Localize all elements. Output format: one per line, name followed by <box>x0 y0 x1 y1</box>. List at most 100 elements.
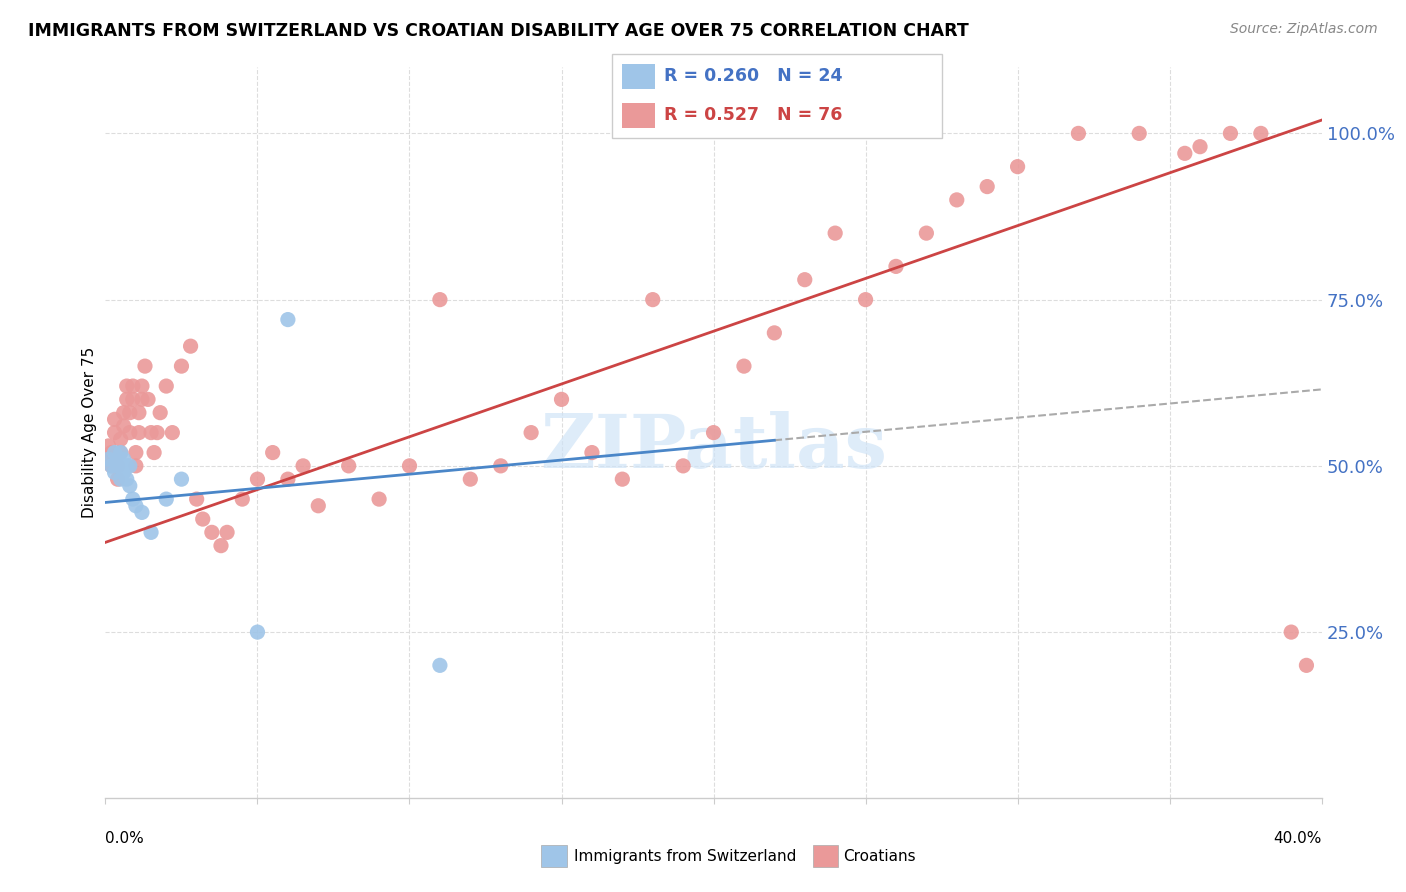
Point <box>612 472 634 486</box>
Point <box>103 412 125 426</box>
Point <box>110 458 132 473</box>
Point <box>112 419 135 434</box>
Point <box>793 273 815 287</box>
Point <box>201 525 224 540</box>
Point <box>1295 658 1317 673</box>
Point <box>110 432 132 446</box>
Point <box>131 392 153 407</box>
Point <box>824 226 846 240</box>
Point <box>136 392 159 407</box>
Text: 40.0%: 40.0% <box>1274 831 1322 847</box>
Point <box>641 293 664 307</box>
Point <box>131 379 153 393</box>
Text: R = 0.527   N = 76: R = 0.527 N = 76 <box>665 106 842 124</box>
Point <box>429 293 451 307</box>
Point <box>110 472 132 486</box>
Point <box>97 439 120 453</box>
Point <box>915 226 938 240</box>
Point <box>97 452 120 467</box>
Point <box>262 445 284 459</box>
Point <box>125 499 148 513</box>
Point <box>277 312 299 326</box>
Point <box>733 359 755 373</box>
Point <box>107 472 129 486</box>
Text: R = 0.260   N = 24: R = 0.260 N = 24 <box>665 68 844 86</box>
Point <box>1174 146 1197 161</box>
Point <box>170 359 193 373</box>
Point <box>1250 127 1272 141</box>
Point <box>246 472 269 486</box>
Point <box>118 425 141 440</box>
Point <box>702 425 725 440</box>
Point <box>107 452 129 467</box>
Point <box>121 492 143 507</box>
Point <box>115 392 138 407</box>
Point <box>110 445 132 459</box>
Point <box>581 445 603 459</box>
Point <box>103 425 125 440</box>
Point <box>107 458 129 473</box>
Point <box>118 458 141 473</box>
Bar <box>621 63 655 89</box>
Point <box>489 458 512 473</box>
Point <box>118 406 141 420</box>
Text: Croatians: Croatians <box>844 849 917 863</box>
Point <box>131 505 153 519</box>
Point <box>97 452 120 467</box>
Point <box>398 458 420 473</box>
Point <box>1219 127 1241 141</box>
Y-axis label: Disability Age Over 75: Disability Age Over 75 <box>82 347 97 518</box>
Point <box>125 458 148 473</box>
Point <box>107 458 129 473</box>
Point <box>139 525 162 540</box>
Point <box>520 425 543 440</box>
Point <box>170 472 193 486</box>
Point <box>110 445 132 459</box>
Point <box>217 525 239 540</box>
Text: IMMIGRANTS FROM SWITZERLAND VS CROATIAN DISABILITY AGE OVER 75 CORRELATION CHART: IMMIGRANTS FROM SWITZERLAND VS CROATIAN … <box>28 22 969 40</box>
Point <box>307 499 329 513</box>
Point <box>118 479 141 493</box>
Point <box>1128 127 1150 141</box>
Point <box>672 458 695 473</box>
FancyBboxPatch shape <box>612 54 942 138</box>
Point <box>945 193 967 207</box>
Point <box>277 472 299 486</box>
Point <box>143 445 166 459</box>
Text: 0.0%: 0.0% <box>105 831 145 847</box>
Point <box>191 512 214 526</box>
Point <box>368 492 391 507</box>
Point <box>292 458 315 473</box>
Point <box>115 458 138 473</box>
Point <box>1007 160 1029 174</box>
Point <box>162 425 184 440</box>
Point <box>112 452 135 467</box>
Point <box>209 539 232 553</box>
Text: Source: ZipAtlas.com: Source: ZipAtlas.com <box>1230 22 1378 37</box>
Point <box>121 379 143 393</box>
Point <box>231 492 253 507</box>
Point <box>100 458 122 473</box>
Point <box>112 466 135 480</box>
Point <box>115 472 138 486</box>
Point <box>139 425 162 440</box>
Point <box>1188 139 1211 153</box>
Point <box>149 406 172 420</box>
Point <box>103 466 125 480</box>
Point <box>429 658 451 673</box>
Point <box>134 359 156 373</box>
Point <box>155 492 177 507</box>
Point <box>155 379 177 393</box>
Point <box>112 406 135 420</box>
Text: ZIPatlas: ZIPatlas <box>540 410 887 483</box>
Point <box>121 392 143 407</box>
Point <box>180 339 202 353</box>
Text: Immigrants from Switzerland: Immigrants from Switzerland <box>574 849 796 863</box>
Point <box>884 260 907 274</box>
Point <box>186 492 208 507</box>
Bar <box>621 103 655 128</box>
Point <box>458 472 481 486</box>
Point <box>246 625 269 640</box>
Point <box>128 425 150 440</box>
Point <box>763 326 786 340</box>
